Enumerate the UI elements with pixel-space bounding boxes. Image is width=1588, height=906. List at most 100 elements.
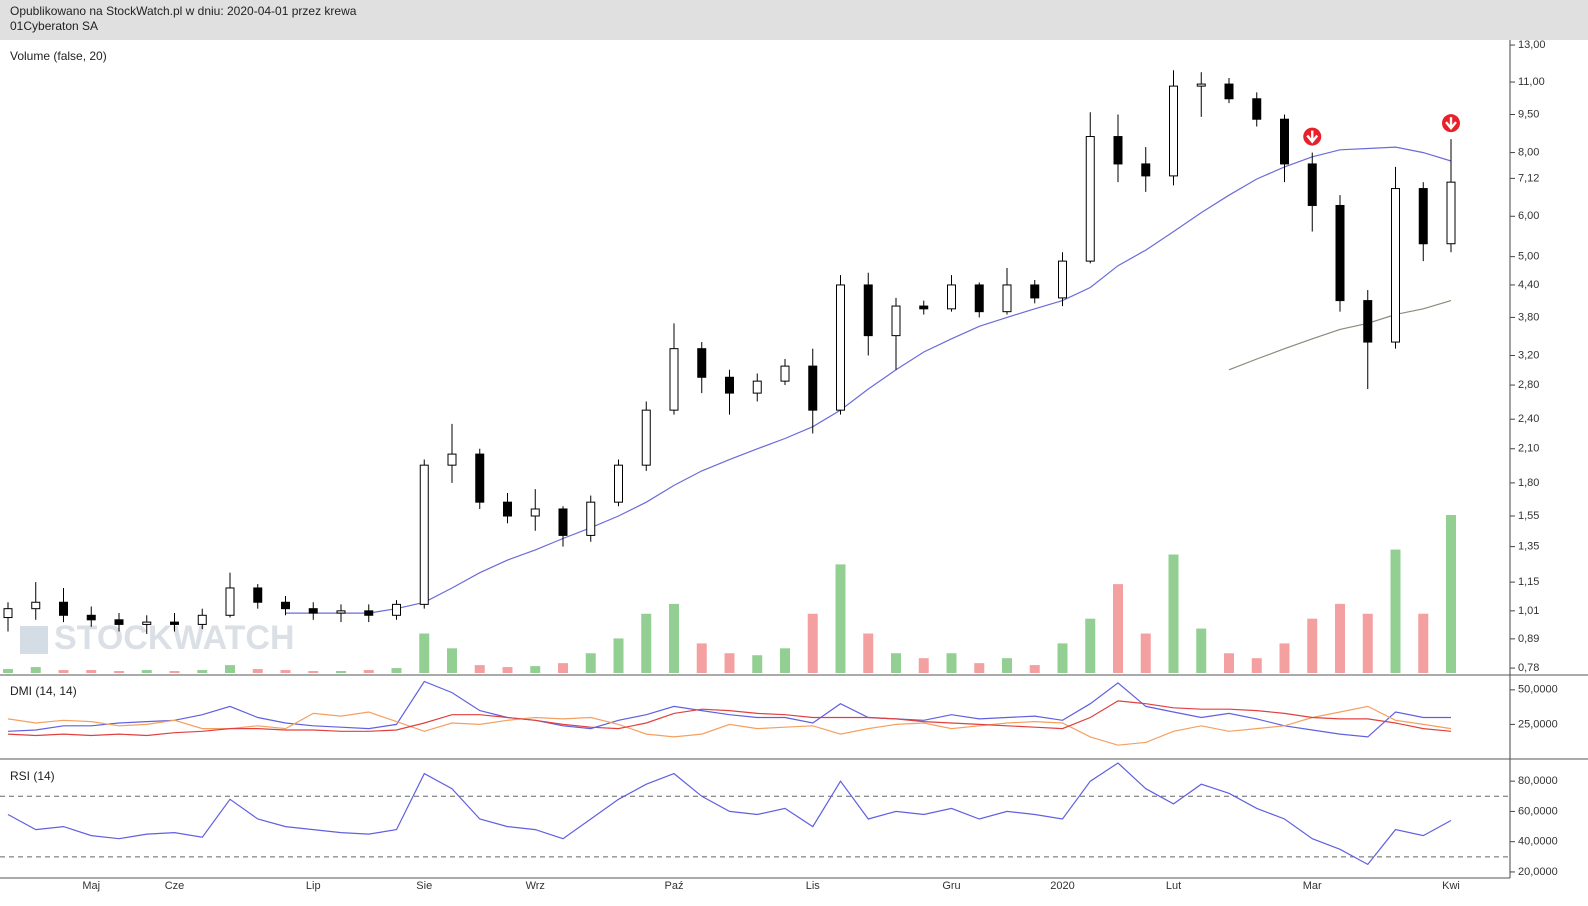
candle-body: [225, 587, 235, 616]
volume-bar: [724, 653, 735, 673]
volume-bar: [974, 663, 985, 673]
x-tick-label: Wrz: [526, 880, 545, 892]
y-tick-label: 1,80: [1518, 477, 1539, 489]
volume-bar: [752, 655, 763, 673]
candle-body: [392, 603, 401, 616]
candle-body: [1363, 300, 1373, 343]
y-tick-label: 0,89: [1518, 633, 1539, 645]
indicator-line: [7, 700, 1452, 737]
volume-bar: [780, 648, 790, 673]
volume-bar: [530, 666, 541, 673]
volume-bar: [447, 648, 457, 673]
y-tick-label: 0,78: [1518, 662, 1539, 674]
candle-body: [1196, 83, 1206, 87]
volume-bar: [1140, 633, 1151, 673]
candle-body: [1002, 284, 1012, 313]
y-tick-label: 13,00: [1518, 39, 1546, 51]
y-tick-label: 2,80: [1518, 379, 1539, 391]
x-tick-label: Mar: [1303, 880, 1322, 892]
volume-bar: [1362, 613, 1373, 673]
volume-bar: [30, 667, 41, 673]
candle-body: [308, 608, 318, 614]
candle-body: [919, 305, 929, 310]
y-tick-label: 4,40: [1518, 279, 1539, 291]
volume-bar: [863, 633, 874, 673]
candle-body: [447, 453, 457, 466]
volume-bar: [86, 670, 97, 673]
volume-bar: [1446, 515, 1456, 673]
volume-bar: [141, 670, 152, 673]
candle-body: [1030, 284, 1040, 299]
volume-bar: [1196, 628, 1207, 673]
candle-body: [31, 601, 41, 610]
candle-body: [947, 284, 956, 310]
candle-body: [558, 508, 568, 536]
candle-body: [1280, 118, 1289, 165]
published-info: Opublikowano na StockWatch.pl w dniu: 20…: [10, 4, 357, 18]
x-tick-label: Sie: [416, 880, 432, 892]
y-tick-label: 3,80: [1518, 311, 1539, 323]
volume-bar: [1279, 643, 1290, 673]
volume-bar: [3, 669, 13, 673]
watermark-icon: [20, 626, 48, 654]
y-tick-label: 5,00: [1518, 251, 1539, 263]
x-tick-label: Cze: [165, 880, 185, 892]
candle-body: [780, 365, 790, 382]
volume-bar: [474, 665, 485, 673]
candle-body: [1418, 188, 1428, 245]
candle-body: [586, 501, 596, 536]
x-tick-label: Paź: [665, 880, 684, 892]
candle-body: [836, 284, 845, 411]
volume-bar: [197, 670, 208, 673]
sell-signal-arrow: [1445, 117, 1457, 131]
x-tick-label: Lut: [1166, 880, 1181, 892]
volume-bar: [1390, 549, 1401, 673]
volume-bar: [169, 671, 180, 673]
volume-bar: [252, 669, 263, 673]
x-tick-label: Kwi: [1442, 880, 1460, 892]
y-tick-label: 1,35: [1518, 541, 1539, 553]
y-tick-label: 25,0000: [1518, 718, 1558, 730]
candle-body: [1113, 136, 1123, 165]
candle-body: [891, 305, 901, 337]
indicator-line: [7, 705, 1452, 746]
volume-bar: [946, 653, 957, 673]
candle-body: [475, 453, 485, 503]
volume-bar: [613, 638, 624, 673]
volume-bar: [1251, 658, 1262, 673]
candle-body: [1391, 188, 1400, 343]
indicator-line: [7, 762, 1452, 866]
volume-bar: [558, 663, 568, 673]
x-tick-label: Gru: [942, 880, 960, 892]
volume-bar: [1057, 643, 1068, 673]
volume-bar: [835, 564, 846, 673]
candle-body: [197, 614, 207, 625]
moving-average: [285, 146, 1452, 614]
instrument-name: 01Cyberaton SA: [10, 19, 98, 33]
y-tick-label: 50,0000: [1518, 684, 1558, 696]
volume-bar: [696, 643, 707, 673]
candle-body: [114, 619, 124, 625]
volume-bar: [1002, 658, 1012, 673]
candle-body: [669, 348, 679, 411]
y-tick-label: 3,20: [1518, 349, 1539, 361]
candle-body: [725, 376, 734, 394]
volume-bar: [308, 671, 319, 673]
candle-body: [170, 621, 179, 625]
volume-bar: [1418, 613, 1429, 673]
volume-bar: [419, 633, 430, 673]
candle-body: [86, 614, 96, 621]
volume-bar: [336, 671, 346, 673]
candle-body: [530, 508, 540, 517]
volume-bar: [807, 613, 818, 673]
volume-bar: [1335, 603, 1345, 673]
y-tick-label: 1,55: [1518, 510, 1539, 522]
volume-bar: [280, 670, 291, 673]
y-tick-label: 80,0000: [1518, 775, 1558, 787]
candle-body: [1085, 136, 1095, 262]
y-tick-label: 40,0000: [1518, 836, 1558, 848]
candle-body: [697, 348, 707, 378]
candle-body: [1446, 181, 1456, 245]
volume-bar: [585, 653, 596, 673]
